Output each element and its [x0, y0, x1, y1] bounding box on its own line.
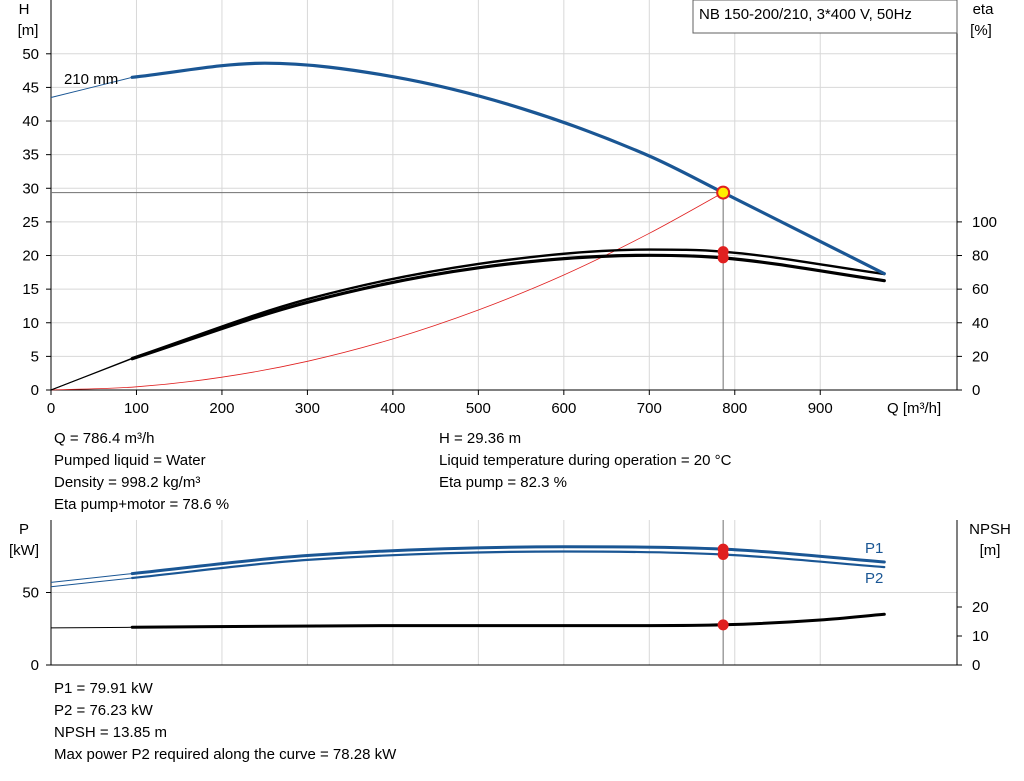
curves: [50, 61, 886, 665]
x-tick-label: 200: [209, 400, 234, 417]
eta-tick-label: 80: [972, 248, 989, 265]
duty-markers: [716, 185, 731, 631]
head-curve-extrapolated: [50, 76, 133, 98]
x-tick-label: 500: [466, 400, 491, 417]
p-axis-unit: [kW]: [9, 542, 39, 559]
p1-curve-label: P1: [865, 540, 883, 557]
eta-axis-label: eta: [973, 1, 995, 18]
h-tick-label: 0: [31, 382, 39, 399]
duty-point-marker: [716, 185, 731, 200]
x-tick-label: 900: [808, 400, 833, 417]
h-tick-label: 20: [22, 248, 39, 265]
axes: [46, 0, 962, 666]
result-eta-pump: Eta pump = 82.3 %: [439, 474, 567, 491]
x-tick-label: 800: [722, 400, 747, 417]
curve-label-210mm: 210 mm: [64, 71, 118, 88]
h-tick-label: 45: [22, 79, 39, 96]
eta-axis-unit: [%]: [970, 22, 992, 39]
power-grid: [51, 520, 957, 665]
npsh-axis-label: NPSH: [969, 521, 1011, 538]
h-tick-label: 5: [31, 348, 39, 365]
p1-curve: [130, 545, 886, 576]
eta-tick-label: 40: [972, 315, 989, 332]
p-axis-label: P: [19, 521, 29, 538]
x-tick-label: 600: [551, 400, 576, 417]
result-temperature: Liquid temperature during operation = 20…: [439, 452, 732, 469]
h-tick-label: 40: [22, 113, 39, 130]
npsh-axis-unit: [m]: [980, 542, 1001, 559]
main-grid: [51, 0, 957, 390]
result-p1: P1 = 79.91 kW: [54, 680, 153, 697]
system-curve: [50, 192, 724, 391]
eta-tick-label: 20: [972, 348, 989, 365]
h-tick-label: 10: [22, 315, 39, 332]
x-tick-label: 700: [637, 400, 662, 417]
x-tick-label: 400: [380, 400, 405, 417]
npsh-marker: [717, 619, 729, 631]
head-curve: [130, 61, 886, 276]
h-axis-label: H: [19, 1, 30, 18]
x-tick-label: 0: [47, 400, 55, 417]
tick-labels: 0 100 200 300 400 500 600 700 800 900051015202530…: [22, 46, 997, 674]
eta-total-marker: [717, 252, 729, 264]
result-max-power: Max power P2 required along the curve = …: [54, 746, 397, 763]
h-tick-label: 50: [22, 46, 39, 63]
h-tick-label: 30: [22, 180, 39, 197]
eta-tick-label: 0: [972, 382, 980, 399]
pump-title-box: NB 150-200/210, 3*400 V, 50Hz: [692, 0, 958, 34]
eta-tick-label: 100: [972, 214, 997, 231]
p2-marker: [717, 548, 729, 560]
x-tick-label: 100: [124, 400, 149, 417]
p2-curve: [131, 550, 886, 580]
eta-total-curve: [130, 253, 886, 361]
h-tick-label: 35: [22, 147, 39, 164]
result-density: Density = 998.2 kg/m³: [54, 474, 201, 491]
npsh-tick-label: 10: [972, 628, 989, 645]
result-liquid: Pumped liquid = Water: [54, 452, 206, 469]
result-h: H = 29.36 m: [439, 430, 522, 447]
h-axis-unit: [m]: [18, 22, 39, 39]
h-tick-label: 15: [22, 281, 39, 298]
x-tick-label: 300: [295, 400, 320, 417]
result-npsh: NPSH = 13.85 m: [54, 724, 167, 741]
npsh-curve: [130, 612, 886, 629]
p1-curve-extrapolated: [50, 573, 133, 583]
eta-total-curve-extrapolated: [50, 358, 133, 391]
npsh-tick-label: 0: [972, 657, 980, 674]
p-tick-label: 50: [22, 585, 39, 602]
p2-curve-extrapolated: [50, 577, 133, 588]
npsh-curve-extrapolated: [50, 626, 133, 629]
pump-title: NB 150-200/210, 3*400 V, 50Hz: [699, 6, 912, 23]
q-axis-label: Q [m³/h]: [887, 400, 941, 417]
eta-pump-curve: [131, 248, 886, 360]
eta-tick-label: 60: [972, 281, 989, 298]
result-eta-total: Eta pump+motor = 78.6 %: [54, 496, 230, 513]
npsh-tick-label: 20: [972, 599, 989, 616]
p2-curve-label: P2: [865, 570, 883, 587]
result-q: Q = 786.4 m³/h: [54, 430, 155, 447]
h-tick-label: 25: [22, 214, 39, 231]
result-p2: P2 = 76.23 kW: [54, 702, 153, 719]
p-tick-label: 0: [31, 657, 39, 674]
